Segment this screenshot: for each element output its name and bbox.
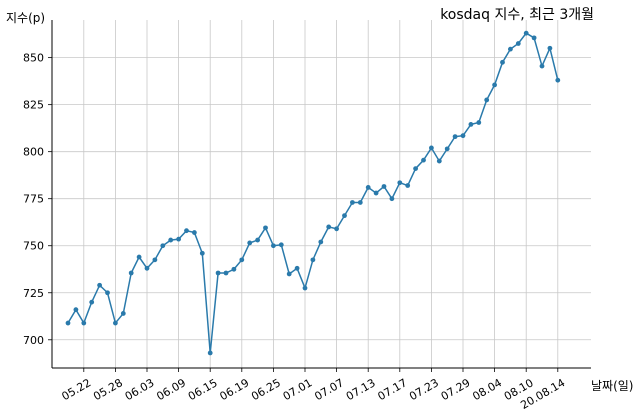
y-tick-label: 825 — [23, 99, 44, 112]
x-tick-label: 08.04 — [470, 376, 504, 403]
data-point — [128, 270, 134, 276]
grid-lines — [52, 20, 591, 368]
data-point — [136, 254, 142, 260]
data-point — [239, 257, 245, 263]
data-point — [547, 45, 553, 51]
data-point — [484, 97, 490, 103]
data-point — [429, 145, 434, 151]
data-point — [113, 320, 118, 326]
data-point — [278, 242, 284, 248]
data-point — [326, 224, 332, 230]
data-point — [255, 237, 260, 243]
x-tick-label: 07.23 — [407, 376, 441, 403]
y-axis-label: 지수(p) — [6, 11, 45, 25]
y-tick-labels: 700 725 750 775 800 825 850 — [23, 52, 44, 347]
x-tick-label: 07.29 — [439, 376, 473, 403]
data-point — [460, 133, 466, 139]
data-point — [223, 270, 229, 276]
data-point — [468, 122, 474, 127]
data-point — [152, 257, 158, 263]
data-point — [350, 200, 355, 205]
x-tick-labels: 05.2205.2806.0306.0906.1506.1906.2507.01… — [60, 376, 568, 412]
data-point — [397, 180, 403, 186]
data-point — [381, 184, 387, 189]
data-point — [73, 307, 79, 313]
data-point — [444, 146, 450, 152]
data-point — [389, 196, 395, 202]
data-point — [207, 350, 213, 356]
data-point — [120, 311, 126, 316]
data-point — [271, 243, 276, 249]
x-tick-label: 06.19 — [218, 376, 252, 403]
x-axis-label: 날짜(일) — [591, 379, 633, 393]
data-point — [413, 166, 418, 172]
y-tick-label: 850 — [23, 52, 44, 65]
data-point — [523, 30, 529, 36]
data-point — [421, 157, 426, 163]
data-point — [452, 134, 458, 140]
x-tick-label: 06.25 — [249, 376, 283, 403]
x-tick-label: 05.22 — [60, 376, 94, 403]
data-point — [168, 237, 174, 243]
data-point — [508, 46, 513, 52]
chart-title: kosdaq 지수, 최근 3개월 — [440, 7, 594, 23]
data-point — [539, 63, 545, 69]
data-points — [65, 30, 561, 356]
data-point — [263, 225, 268, 231]
data-point — [160, 243, 166, 249]
data-point — [357, 200, 363, 205]
x-tick-label: 06.09 — [154, 376, 188, 403]
data-point — [476, 120, 482, 125]
x-tick-label: 07.13 — [344, 376, 378, 403]
data-point — [365, 185, 371, 190]
data-point — [81, 320, 87, 326]
data-point — [286, 271, 292, 277]
x-tick-label: 07.07 — [312, 376, 346, 403]
data-point — [500, 59, 505, 65]
data-point — [405, 183, 411, 188]
y-tick-label: 800 — [23, 146, 44, 159]
data-point — [215, 270, 221, 276]
y-tick-label: 750 — [23, 240, 44, 253]
data-point — [199, 250, 205, 256]
data-point — [65, 320, 71, 326]
y-tick-label: 725 — [23, 287, 44, 300]
data-point — [492, 82, 497, 88]
y-tick-label: 700 — [23, 334, 44, 347]
axes — [48, 20, 591, 372]
data-point — [176, 236, 182, 242]
data-point — [555, 77, 561, 83]
data-point — [294, 265, 300, 271]
data-point — [184, 228, 189, 234]
data-point — [231, 266, 237, 272]
data-point — [247, 240, 253, 246]
x-tick-label: 06.03 — [123, 376, 157, 403]
data-point — [97, 282, 102, 288]
data-point — [342, 213, 347, 219]
data-point — [144, 265, 150, 271]
data-point — [334, 226, 339, 232]
data-point — [105, 290, 110, 296]
series-line — [67, 32, 559, 354]
y-tick-label: 775 — [23, 193, 44, 206]
x-tick-label: 07.01 — [281, 376, 315, 403]
data-point — [436, 158, 442, 164]
data-point — [192, 230, 197, 235]
data-point — [318, 239, 324, 245]
x-tick-label: 05.28 — [91, 376, 125, 403]
data-point — [373, 190, 379, 196]
data-point — [89, 299, 95, 305]
data-point — [302, 285, 308, 291]
data-point — [531, 35, 537, 41]
x-tick-label: 06.15 — [186, 376, 220, 403]
x-tick-label: 07.17 — [376, 376, 410, 403]
data-point — [310, 257, 316, 263]
data-point — [515, 41, 521, 46]
